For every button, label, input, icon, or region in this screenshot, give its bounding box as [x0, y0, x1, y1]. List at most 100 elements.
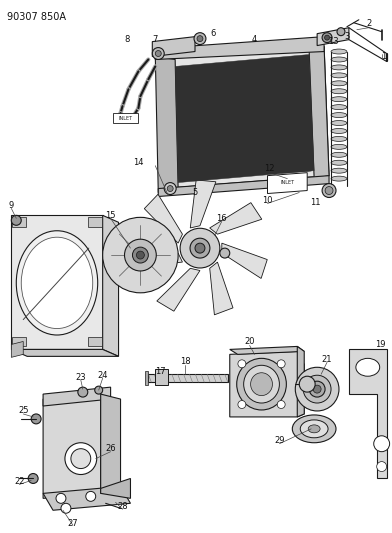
Ellipse shape [331, 112, 347, 118]
Circle shape [71, 449, 91, 469]
Text: 20: 20 [244, 337, 255, 346]
Polygon shape [103, 215, 118, 357]
Polygon shape [230, 346, 304, 354]
Polygon shape [157, 268, 200, 311]
Polygon shape [43, 487, 131, 510]
Text: 27: 27 [67, 519, 78, 528]
Text: 22: 22 [14, 477, 25, 486]
Bar [148, 374, 228, 382]
Polygon shape [309, 46, 329, 179]
Text: 15: 15 [105, 211, 116, 220]
Circle shape [295, 367, 339, 411]
Text: INLET: INLET [118, 116, 132, 120]
Ellipse shape [331, 176, 347, 181]
Polygon shape [43, 394, 101, 498]
Text: 10: 10 [262, 196, 273, 205]
Circle shape [194, 33, 206, 45]
Bar [88, 217, 102, 227]
Circle shape [132, 247, 148, 263]
Text: 19: 19 [376, 340, 386, 349]
Polygon shape [11, 342, 23, 357]
Circle shape [238, 360, 246, 368]
Circle shape [325, 187, 333, 195]
Polygon shape [144, 195, 182, 243]
Ellipse shape [331, 73, 347, 78]
Text: 3: 3 [344, 32, 350, 41]
Circle shape [277, 360, 285, 368]
Polygon shape [11, 350, 118, 357]
Polygon shape [155, 369, 168, 385]
Text: 18: 18 [180, 357, 191, 366]
Ellipse shape [331, 168, 347, 173]
Circle shape [238, 400, 246, 408]
Circle shape [377, 462, 387, 472]
Polygon shape [349, 350, 387, 479]
Polygon shape [101, 479, 131, 498]
Ellipse shape [331, 128, 347, 133]
Circle shape [65, 443, 97, 474]
Ellipse shape [331, 49, 347, 54]
Text: 13: 13 [328, 37, 338, 46]
Circle shape [11, 215, 21, 225]
Circle shape [337, 28, 345, 36]
Text: 23: 23 [76, 373, 86, 382]
Ellipse shape [356, 358, 380, 376]
Text: 9: 9 [9, 201, 14, 210]
Circle shape [299, 376, 315, 392]
Circle shape [31, 414, 41, 424]
Ellipse shape [331, 152, 347, 157]
Polygon shape [155, 56, 178, 192]
Text: 11: 11 [310, 198, 320, 207]
Ellipse shape [244, 365, 279, 403]
Polygon shape [210, 262, 233, 315]
Polygon shape [101, 394, 120, 494]
Text: 12: 12 [264, 164, 275, 173]
Polygon shape [175, 54, 314, 183]
Ellipse shape [331, 65, 347, 70]
Circle shape [78, 387, 88, 397]
Circle shape [152, 47, 164, 60]
Text: 28: 28 [117, 502, 128, 511]
Text: INLET: INLET [280, 180, 294, 185]
Ellipse shape [331, 89, 347, 94]
Text: 7: 7 [152, 35, 158, 44]
Polygon shape [155, 37, 324, 60]
Circle shape [103, 217, 178, 293]
Circle shape [277, 400, 285, 408]
Ellipse shape [331, 104, 347, 110]
Ellipse shape [331, 81, 347, 86]
Ellipse shape [331, 120, 347, 125]
Circle shape [164, 183, 176, 195]
Polygon shape [158, 176, 329, 197]
Circle shape [125, 239, 156, 271]
Polygon shape [158, 46, 329, 189]
Text: 6: 6 [210, 29, 216, 38]
Polygon shape [222, 243, 267, 278]
Ellipse shape [21, 237, 93, 328]
Text: 5: 5 [192, 188, 198, 197]
Polygon shape [145, 372, 148, 385]
Polygon shape [230, 351, 304, 417]
Ellipse shape [308, 425, 320, 433]
Circle shape [220, 248, 230, 258]
Ellipse shape [331, 57, 347, 62]
Circle shape [313, 385, 321, 393]
Circle shape [180, 228, 220, 268]
Ellipse shape [331, 96, 347, 102]
Circle shape [136, 251, 144, 259]
Ellipse shape [250, 373, 272, 395]
Circle shape [167, 185, 173, 191]
Polygon shape [43, 387, 111, 406]
Text: 29: 29 [274, 436, 285, 445]
Text: 17: 17 [155, 367, 165, 376]
Circle shape [195, 243, 205, 253]
Circle shape [374, 436, 390, 451]
Bar [113, 113, 138, 123]
Circle shape [197, 36, 203, 42]
Ellipse shape [292, 415, 336, 443]
Circle shape [61, 503, 71, 513]
Circle shape [322, 33, 332, 43]
Text: 1: 1 [381, 52, 386, 61]
Ellipse shape [331, 136, 347, 141]
Circle shape [322, 183, 336, 198]
